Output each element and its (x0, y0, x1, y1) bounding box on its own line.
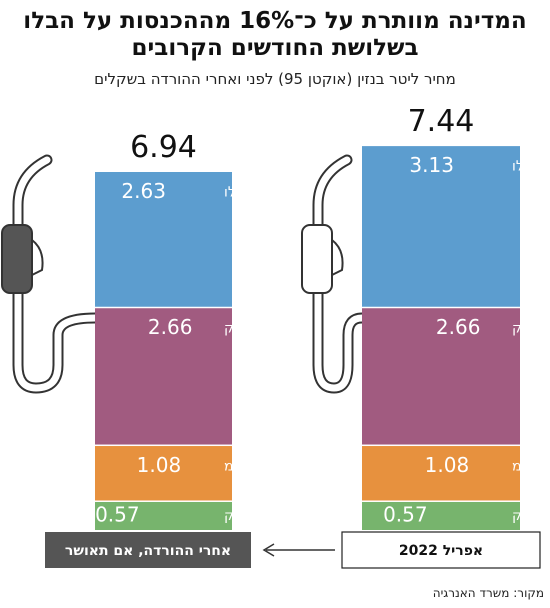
value-label: 2.66 (148, 315, 193, 339)
bar-segment (95, 308, 232, 445)
category-box (45, 532, 251, 568)
value-label: 1.08 (137, 453, 182, 477)
category-label: אחרי ההורדה, אם תאושר (65, 543, 231, 559)
category-label: אפריל 2022 (399, 543, 483, 559)
segment-name: מרווח השיווק (512, 508, 550, 524)
pump-nozzle-right (301, 154, 368, 394)
bar-segment (95, 446, 232, 501)
arrow-head (262, 543, 275, 557)
bar-segment (362, 446, 520, 501)
chart-subtitle: מחיר ליטר בנזין (אוקטן 95) לפני ואחרי הה… (94, 70, 456, 88)
total-label: 7.44 (408, 104, 475, 139)
pump-nozzle-left (1, 154, 101, 394)
segment-name: דלק (512, 321, 538, 337)
value-label: 0.57 (383, 503, 428, 527)
bar-segment (95, 172, 232, 307)
chart-title: המדינה מוותרת על כ־16% מההכנסות על הבלו … (23, 8, 527, 61)
value-label: 2.66 (436, 315, 481, 339)
source: מקור: משרד האנרגיה (432, 586, 544, 600)
segment-name: מס הבלו (224, 185, 276, 201)
bar-segment (362, 308, 520, 445)
segment-name: מס הבלו (512, 159, 550, 175)
bar-segment (362, 146, 520, 307)
bar-segment (95, 501, 232, 530)
value-label: 1.08 (425, 453, 470, 477)
value-label: 3.13 (409, 153, 454, 177)
value-label: 0.57 (95, 503, 140, 527)
segment-name: דלק (224, 321, 250, 337)
value-label: 2.63 (121, 179, 166, 203)
segment-name: מרווח השיווק (224, 508, 302, 524)
segment-name: מע״מ (224, 459, 261, 475)
category-box (341, 531, 541, 569)
segment-name: מע״מ (512, 459, 549, 475)
total-label: 6.94 (130, 130, 197, 165)
bar-segment (362, 501, 520, 530)
